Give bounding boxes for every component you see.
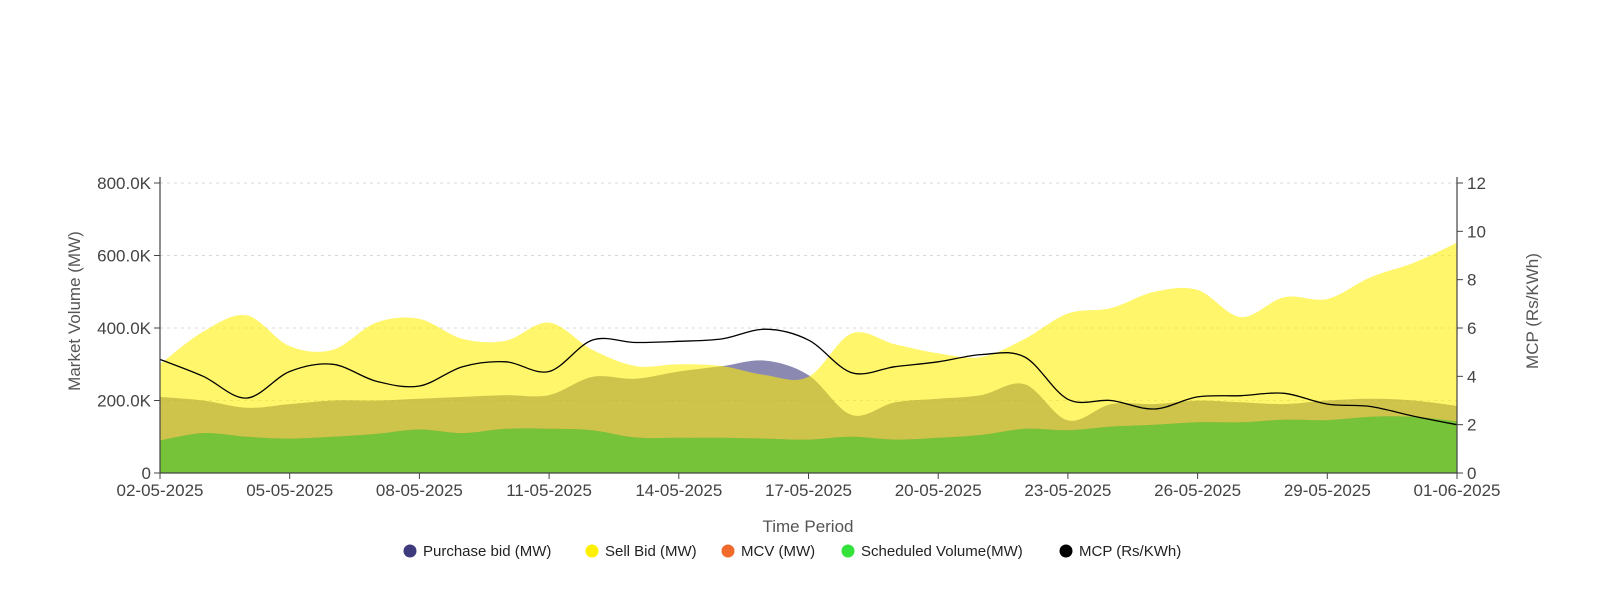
y-right-axis-title: MCP (Rs/KWh) bbox=[1523, 253, 1542, 369]
legend-marker bbox=[403, 544, 417, 558]
legend: Purchase bid (MW) Sell Bid (MW) MCV (MW) Sc… bbox=[403, 543, 1182, 560]
x-tick-label: 11-05-2025 bbox=[506, 481, 592, 500]
legend-label: MCP (Rs/KWh) bbox=[1079, 543, 1181, 560]
x-tick-label: 01-06-2025 bbox=[1414, 481, 1501, 500]
legend-label: Sell Bid (MW) bbox=[605, 543, 697, 560]
legend-marker bbox=[841, 544, 855, 558]
legend-item-mcp-rs-kwh[interactable]: MCP (Rs/KWh) bbox=[1059, 543, 1182, 560]
legend-item-purchase-bid-mw[interactable]: Purchase bid (MW) bbox=[403, 543, 552, 560]
y-left-tick-label: 400.0K bbox=[97, 319, 152, 338]
series-area-scheduled-volume-mw bbox=[160, 416, 1457, 473]
legend-item-mcv-mw[interactable]: MCV (MW) bbox=[721, 543, 816, 560]
legend-item-scheduled-volume-mw[interactable]: Scheduled Volume(MW) bbox=[841, 543, 1023, 560]
x-tick-label: 08-05-2025 bbox=[376, 481, 463, 500]
y-right-tick-label: 6 bbox=[1467, 319, 1476, 338]
y-right-tick-label: 2 bbox=[1467, 416, 1476, 435]
x-tick-label: 02-05-2025 bbox=[117, 481, 204, 500]
x-tick-label: 05-05-2025 bbox=[246, 481, 333, 500]
y-left-tick-label: 200.0K bbox=[97, 392, 152, 411]
series-line-mcp-rs-kwh bbox=[159, 328, 1458, 426]
y-right-tick-label: 4 bbox=[1467, 367, 1476, 386]
x-tick-label: 23-05-2025 bbox=[1024, 481, 1111, 500]
legend-item-sell-bid-mw[interactable]: Sell Bid (MW) bbox=[585, 543, 697, 560]
y-right-tick-label: 12 bbox=[1467, 174, 1486, 193]
line-layer bbox=[159, 328, 1458, 426]
x-tick-label: 20-05-2025 bbox=[895, 481, 982, 500]
x-axis-title: Time Period bbox=[762, 517, 853, 536]
x-tick-label: 14-05-2025 bbox=[635, 481, 722, 500]
y-left-tick-label: 600.0K bbox=[97, 247, 152, 266]
legend-label: Scheduled Volume(MW) bbox=[861, 543, 1023, 560]
tick-layer: 0 200.0K 400.0K 600.0K 800.0K 0 2 4 6 8 10 12 02-05-… bbox=[97, 174, 1500, 500]
x-tick-label: 17-05-2025 bbox=[765, 481, 852, 500]
y-right-tick-label: 10 bbox=[1467, 222, 1486, 241]
legend-label: MCV (MW) bbox=[741, 543, 815, 560]
series-area-sell-bid-mw bbox=[160, 242, 1457, 473]
y-right-tick-label: 8 bbox=[1467, 271, 1476, 290]
legend-marker bbox=[585, 544, 599, 558]
legend-marker bbox=[1059, 544, 1073, 558]
legend-marker bbox=[721, 544, 735, 558]
x-tick-label: 29-05-2025 bbox=[1284, 481, 1371, 500]
y-right-tick-label: 0 bbox=[1467, 464, 1476, 483]
x-tick-label: 26-05-2025 bbox=[1154, 481, 1241, 500]
y-left-axis-title: Market Volume (MW) bbox=[65, 231, 84, 391]
y-left-tick-label: 800.0K bbox=[97, 174, 152, 193]
y-left-tick-label: 0 bbox=[142, 464, 151, 483]
area-layer bbox=[160, 242, 1457, 473]
legend-label: Purchase bid (MW) bbox=[423, 543, 551, 560]
